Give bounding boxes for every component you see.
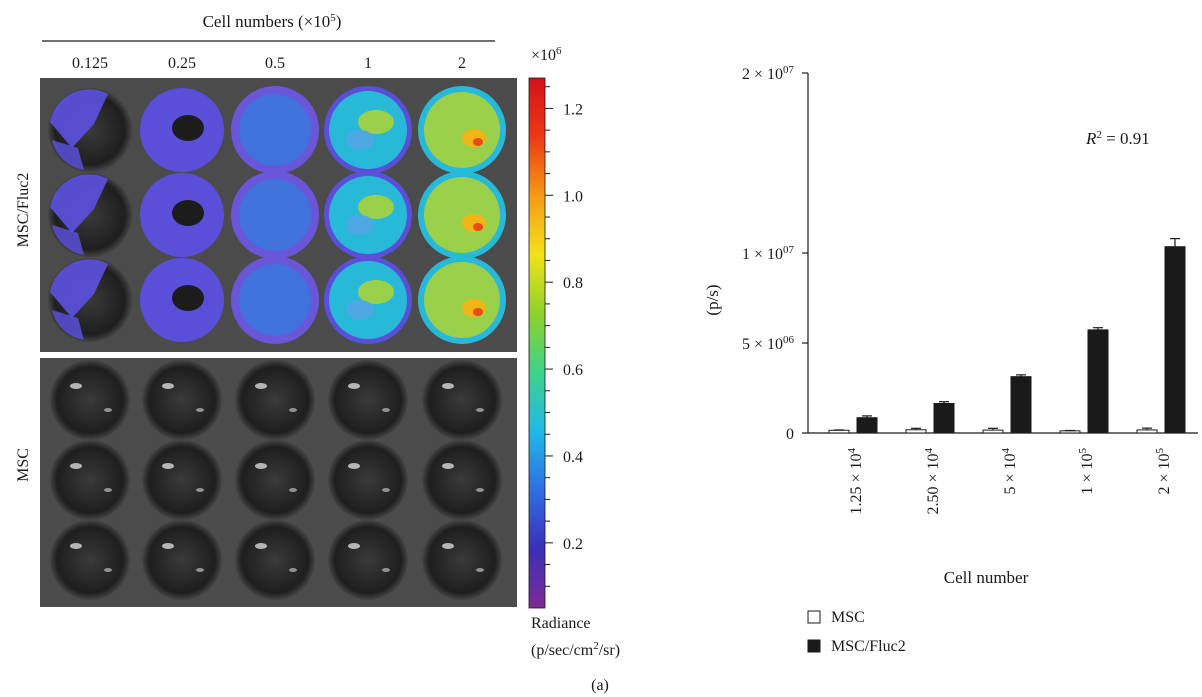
dark-well bbox=[328, 520, 408, 600]
dark-well bbox=[50, 520, 130, 600]
signal-well bbox=[48, 173, 132, 257]
row-label-msc-fluc2: MSC/Fluc2 bbox=[15, 173, 32, 248]
dark-well bbox=[422, 520, 502, 600]
dark-well bbox=[235, 360, 315, 440]
bars bbox=[828, 238, 1186, 434]
y-tick-label: 5 × 1006 bbox=[742, 334, 795, 353]
dark-well bbox=[142, 440, 222, 520]
column-label: 1 bbox=[364, 55, 372, 72]
dark-well bbox=[50, 360, 130, 440]
x-tick-label: 1 × 105 bbox=[1077, 448, 1096, 495]
signal-well bbox=[324, 86, 412, 174]
imaging-panel: Cell numbers (×105) 0.125 0.25 0.5 1 2 MSC/F… bbox=[15, 12, 517, 607]
signal-well bbox=[140, 173, 224, 257]
bar-msc bbox=[905, 429, 927, 434]
x-tick-label: 5 × 104 bbox=[1000, 448, 1019, 495]
legend-label-msc: MSC bbox=[831, 609, 865, 626]
legend-swatch-msc-fluc2 bbox=[807, 639, 821, 653]
colorbar-tick-label: 0.6 bbox=[563, 362, 583, 379]
x-axis-label: Cell number bbox=[944, 568, 1029, 587]
bar-msc-fluc2 bbox=[933, 402, 955, 434]
msc-fluc2-wells bbox=[48, 86, 506, 344]
bar-msc bbox=[1059, 430, 1081, 434]
legend-swatch-msc bbox=[807, 610, 821, 624]
y-tick-label: 2 × 1007 bbox=[742, 64, 795, 83]
column-label: 2 bbox=[458, 55, 466, 72]
y-axis-label: (p/s) bbox=[703, 284, 722, 315]
bar-msc-fluc2 bbox=[1010, 376, 1032, 434]
dark-well bbox=[328, 440, 408, 520]
signal-well bbox=[324, 171, 412, 259]
msc-wells bbox=[50, 360, 502, 600]
bar-msc-fluc2 bbox=[856, 417, 878, 434]
panel-label: (a) bbox=[591, 677, 609, 694]
signal-well bbox=[48, 88, 132, 172]
signal-well bbox=[140, 258, 224, 342]
dark-well bbox=[50, 440, 130, 520]
signal-well bbox=[140, 88, 224, 172]
dark-well bbox=[235, 520, 315, 600]
row-label-msc: MSC bbox=[15, 448, 32, 482]
x-tick-label: 2.50 × 104 bbox=[923, 448, 942, 515]
legend: MSC MSC/Fluc2 bbox=[807, 609, 906, 655]
bar-msc bbox=[982, 429, 1004, 434]
colorbar-tick-label: 1.0 bbox=[563, 188, 583, 205]
colorbar-label-line1: Radiance bbox=[531, 615, 591, 632]
x-tick-labels: 1.25 × 104 2.50 × 104 5 × 104 1 × 105 2 × 10… bbox=[846, 448, 1173, 515]
bar-msc-fluc2 bbox=[1087, 329, 1109, 434]
colorbar-multiplier: ×106 bbox=[531, 45, 562, 64]
cell-numbers-header: Cell numbers (×105) bbox=[203, 12, 342, 31]
signal-well bbox=[418, 256, 506, 344]
dark-well bbox=[328, 360, 408, 440]
bar-msc-fluc2 bbox=[1164, 246, 1186, 434]
y-axis: 2 × 1007 1 × 1007 5 × 1006 0 bbox=[742, 64, 1198, 443]
dark-well bbox=[142, 520, 222, 600]
signal-well bbox=[324, 256, 412, 344]
colorbar-tick-label: 1.2 bbox=[563, 101, 583, 118]
colorbar-ticks: 1.2 1.0 0.8 0.6 0.4 0.2 bbox=[545, 86, 583, 587]
signal-well bbox=[231, 86, 319, 174]
colorbar-tick-label: 0.4 bbox=[563, 449, 583, 466]
colorbar-tick-label: 0.8 bbox=[563, 275, 583, 292]
column-label: 0.125 bbox=[72, 55, 108, 72]
legend-label-msc-fluc2: MSC/Fluc2 bbox=[831, 638, 906, 655]
dark-well bbox=[422, 360, 502, 440]
signal-well bbox=[48, 258, 132, 342]
bar-msc bbox=[1136, 429, 1158, 434]
column-labels: 0.125 0.25 0.5 1 2 bbox=[72, 55, 466, 72]
colorbar: ×106 1.2 1.0 0.8 0.6 0.4 0.2 Radiance (p/sec/… bbox=[528, 45, 620, 659]
y-tick-label: 0 bbox=[786, 426, 794, 443]
plate-divider bbox=[40, 352, 517, 358]
column-label: 0.5 bbox=[265, 55, 285, 72]
signal-well bbox=[231, 171, 319, 259]
dark-well bbox=[235, 440, 315, 520]
signal-well bbox=[231, 256, 319, 344]
dark-well bbox=[142, 360, 222, 440]
dark-well bbox=[422, 440, 502, 520]
bar-msc bbox=[828, 429, 850, 434]
colorbar-label-line2: (p/sec/cm2/sr) bbox=[531, 640, 620, 659]
x-tick-label: 2 × 105 bbox=[1154, 448, 1173, 495]
bar-chart: (p/s) 2 × 1007 1 × 1007 5 × 1006 0 1.25 × 1… bbox=[703, 64, 1198, 655]
signal-well bbox=[418, 86, 506, 174]
colorbar-scale bbox=[528, 77, 546, 609]
y-tick-label: 1 × 1007 bbox=[742, 244, 795, 263]
colorbar-tick-label: 0.2 bbox=[563, 536, 583, 553]
signal-well bbox=[418, 171, 506, 259]
x-tick-label: 1.25 × 104 bbox=[846, 448, 865, 515]
column-label: 0.25 bbox=[168, 55, 196, 72]
r-squared-annotation: R2 = 0.91 bbox=[1085, 129, 1150, 148]
